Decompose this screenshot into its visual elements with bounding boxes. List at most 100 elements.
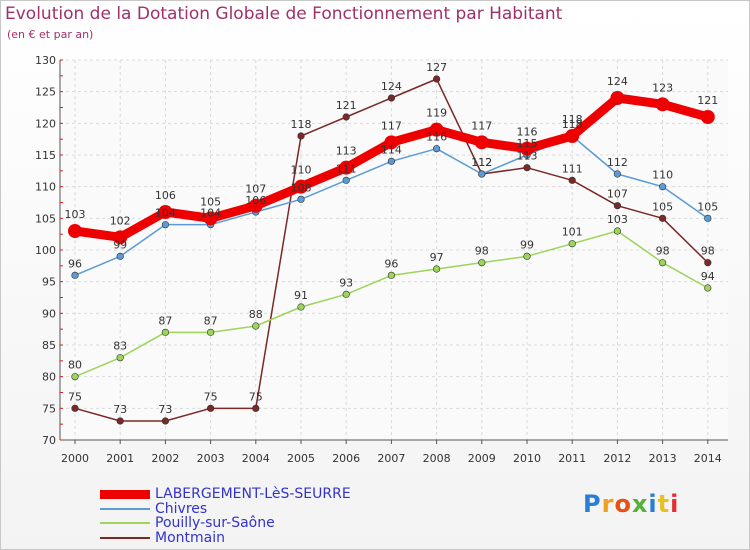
legend-label-pouilly: Pouilly-sur-Saône [155, 515, 275, 531]
data-point-labergement [384, 135, 399, 150]
legend-swatch-pouilly [100, 522, 150, 524]
x-tick-label: 2011 [558, 452, 586, 465]
data-point-montmain [523, 164, 531, 172]
y-tick-label: 95 [42, 276, 56, 289]
data-label-montmain: 121 [336, 99, 357, 112]
y-tick-label: 105 [35, 212, 56, 225]
data-label-chivres: 112 [471, 156, 492, 169]
y-tick-label: 115 [35, 149, 56, 162]
data-label-montmain: 75 [68, 390, 82, 403]
data-label-pouilly: 93 [339, 276, 353, 289]
legend-label-chivres: Chivres [155, 501, 208, 517]
legend-label-montmain: Montmain [155, 530, 225, 546]
data-label-chivres: 116 [426, 131, 447, 144]
x-tick-label: 2001 [106, 452, 134, 465]
data-point-chivres [297, 195, 305, 203]
x-tick-label: 2007 [377, 452, 405, 465]
legend-item-labergement: LABERGEMENT-LèS-SEURRE [100, 486, 351, 502]
data-point-labergement [700, 110, 715, 124]
legend-item-montmain: Montmain [100, 530, 225, 546]
data-label-chivres: 99 [113, 238, 127, 251]
plot-area [60, 60, 728, 440]
data-label-chivres: 114 [381, 143, 402, 156]
data-point-labergement [68, 224, 82, 238]
data-label-chivres: 111 [336, 162, 357, 175]
data-label-labergement: 116 [517, 126, 538, 139]
logo-letter: t [657, 490, 671, 518]
data-point-chivres [704, 214, 712, 222]
data-point-pouilly [342, 290, 350, 298]
data-label-pouilly: 88 [249, 308, 263, 321]
logo-letter: r [601, 490, 615, 518]
data-label-labergement: 106 [155, 189, 176, 202]
data-label-montmain: 127 [426, 61, 447, 74]
data-label-labergement: 105 [200, 195, 221, 208]
x-tick-label: 2010 [513, 452, 541, 465]
data-label-montmain: 75 [204, 390, 218, 403]
data-label-pouilly: 96 [384, 257, 398, 270]
y-tick-label: 125 [35, 86, 56, 99]
x-tick-label: 2009 [468, 452, 496, 465]
data-point-labergement [520, 141, 534, 156]
data-label-chivres: 106 [245, 194, 266, 207]
x-tick-label: 2002 [151, 452, 179, 465]
data-label-pouilly: 91 [294, 289, 308, 302]
data-label-labergement: 119 [426, 107, 447, 120]
data-label-labergement: 121 [697, 94, 718, 107]
data-point-pouilly [613, 227, 622, 235]
data-point-pouilly [387, 271, 396, 279]
data-label-chivres: 115 [517, 137, 538, 150]
x-tick-label: 2012 [603, 452, 631, 465]
data-point-montmain [252, 404, 260, 412]
data-label-montmain: 113 [517, 150, 538, 163]
chart-subtitle: (en € et par an) [7, 28, 94, 41]
data-label-pouilly: 80 [68, 359, 82, 372]
data-point-montmain [342, 113, 350, 121]
data-label-montmain: 111 [562, 162, 583, 175]
data-point-montmain [704, 259, 712, 267]
x-tick-label: 2008 [423, 452, 451, 465]
data-point-pouilly [568, 240, 576, 248]
data-point-pouilly [658, 259, 667, 267]
x-tick-label: 2014 [694, 452, 722, 465]
data-label-chivres: 118 [562, 118, 583, 131]
data-label-montmain: 105 [652, 200, 673, 213]
data-point-pouilly [116, 354, 124, 362]
data-point-chivres [387, 157, 396, 165]
legend-swatch-chivres [100, 508, 150, 510]
data-label-pouilly: 103 [607, 213, 628, 226]
data-point-pouilly [523, 252, 531, 260]
data-label-montmain: 73 [113, 403, 127, 416]
data-label-montmain: 118 [291, 118, 312, 131]
data-label-pouilly: 83 [113, 340, 127, 353]
data-point-labergement [429, 122, 444, 137]
legend-swatch-montmain [100, 537, 150, 539]
data-label-labergement: 117 [471, 119, 492, 132]
y-tick-label: 130 [35, 54, 56, 67]
data-label-labergement: 117 [381, 119, 402, 132]
logo-letter: o [614, 490, 632, 518]
data-label-labergement: 123 [652, 81, 673, 94]
x-tick-label: 2003 [197, 452, 225, 465]
data-label-labergement: 113 [336, 145, 357, 158]
data-point-montmain [613, 202, 622, 210]
data-point-montmain [387, 94, 396, 102]
y-tick-label: 120 [35, 117, 56, 130]
y-tick-label: 110 [35, 181, 56, 194]
data-label-pouilly: 87 [204, 314, 218, 327]
data-point-labergement [294, 179, 308, 194]
x-tick-label: 2004 [242, 452, 270, 465]
x-tick-label: 2005 [287, 452, 315, 465]
data-point-montmain [433, 75, 441, 83]
legend-item-pouilly: Pouilly-sur-Saône [100, 515, 275, 531]
legend-item-chivres: Chivres [100, 501, 207, 517]
data-point-chivres [161, 221, 169, 229]
data-label-chivres: 104 [155, 207, 176, 220]
data-point-montmain [658, 214, 667, 222]
data-label-pouilly: 87 [158, 314, 172, 327]
data-label-chivres: 105 [697, 200, 718, 213]
data-label-chivres: 112 [607, 156, 628, 169]
proxiti-logo: Proxiti [583, 490, 679, 518]
x-tick-label: 2006 [332, 452, 360, 465]
data-point-chivres [478, 170, 486, 178]
